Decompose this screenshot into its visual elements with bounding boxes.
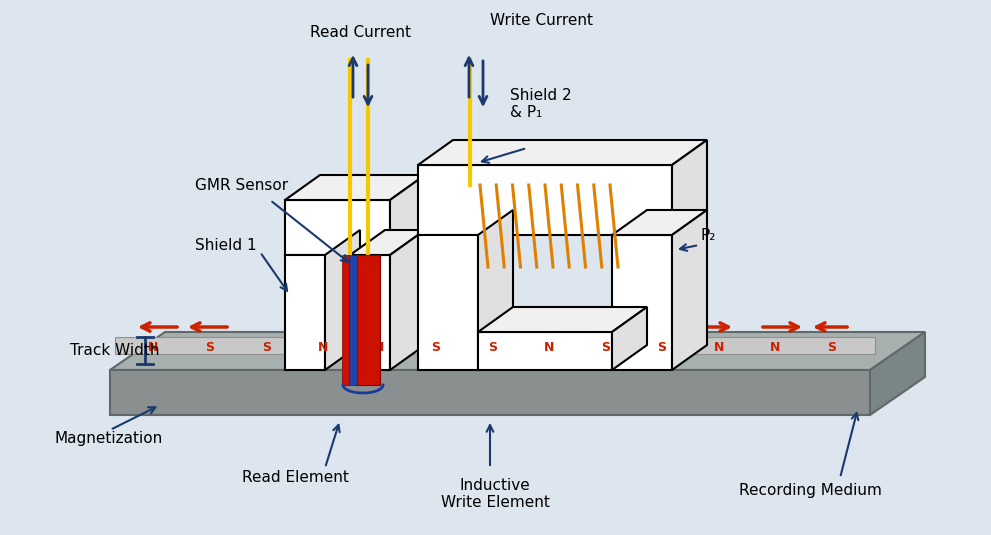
Polygon shape: [418, 235, 478, 370]
Polygon shape: [612, 307, 647, 370]
Polygon shape: [342, 255, 349, 385]
Text: N: N: [544, 340, 554, 354]
Text: N: N: [714, 340, 723, 354]
Polygon shape: [285, 255, 325, 370]
Polygon shape: [285, 200, 390, 255]
Polygon shape: [355, 255, 380, 385]
Polygon shape: [870, 332, 925, 415]
Text: S: S: [602, 340, 610, 354]
Polygon shape: [285, 175, 425, 200]
Polygon shape: [418, 140, 707, 165]
Text: Track Width: Track Width: [70, 342, 160, 357]
Text: P₂: P₂: [700, 227, 716, 242]
Text: N: N: [770, 340, 780, 354]
Text: N: N: [148, 340, 159, 354]
Polygon shape: [325, 230, 360, 370]
Polygon shape: [612, 210, 707, 235]
Polygon shape: [478, 210, 513, 370]
Text: S: S: [488, 340, 497, 354]
Text: Shield 2
& P₁: Shield 2 & P₁: [510, 88, 572, 120]
Text: Write Current: Write Current: [490, 13, 593, 28]
Polygon shape: [418, 165, 672, 235]
Polygon shape: [115, 337, 875, 354]
Text: N: N: [318, 340, 328, 354]
Polygon shape: [612, 235, 672, 370]
Text: GMR Sensor: GMR Sensor: [195, 178, 288, 193]
Text: S: S: [827, 340, 836, 354]
Text: Read Current: Read Current: [309, 25, 410, 40]
Text: Recording Medium: Recording Medium: [738, 483, 881, 498]
Polygon shape: [110, 370, 870, 415]
Text: N: N: [375, 340, 385, 354]
Text: S: S: [431, 340, 440, 354]
Polygon shape: [672, 210, 707, 370]
Polygon shape: [350, 230, 425, 255]
Polygon shape: [347, 255, 357, 385]
Polygon shape: [672, 140, 707, 235]
Polygon shape: [478, 307, 647, 332]
Text: Magnetization: Magnetization: [55, 431, 164, 446]
Polygon shape: [110, 332, 925, 370]
Polygon shape: [390, 230, 425, 370]
Polygon shape: [350, 255, 390, 370]
Text: Shield 1: Shield 1: [195, 238, 257, 253]
Text: S: S: [658, 340, 667, 354]
Text: Read Element: Read Element: [242, 470, 349, 485]
Polygon shape: [478, 332, 612, 370]
Text: S: S: [205, 340, 214, 354]
Text: S: S: [262, 340, 271, 354]
Text: Inductive
Write Element: Inductive Write Element: [441, 478, 549, 510]
Polygon shape: [390, 175, 425, 255]
